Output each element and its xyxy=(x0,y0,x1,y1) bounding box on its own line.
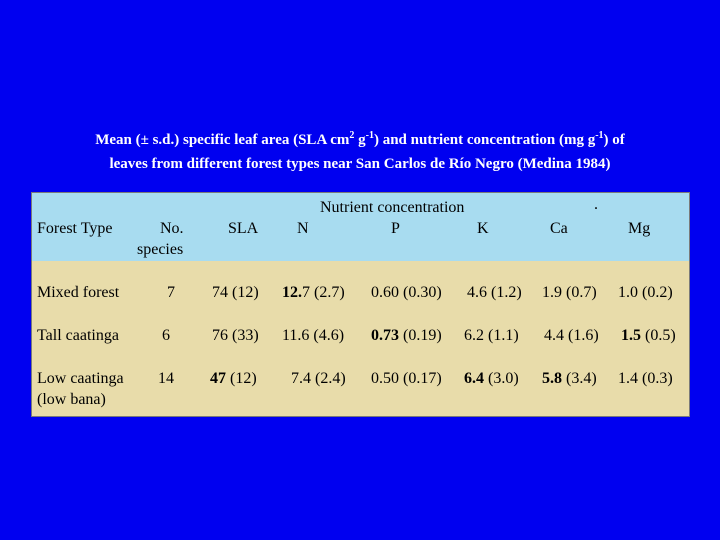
header-sla: SLA xyxy=(228,220,259,237)
row-forest-type: Tall caatinga xyxy=(37,327,119,344)
row-p: 0.73 (0.19) xyxy=(371,327,442,345)
header-k: K xyxy=(477,220,489,237)
header-dot: . xyxy=(594,196,598,213)
caption-text: g xyxy=(354,132,366,148)
table-header: Forest Type No. species SLA Nutrient con… xyxy=(32,193,689,261)
row-k: 6.2 (1.1) xyxy=(464,327,519,344)
row-n: 12.7 (2.7) xyxy=(282,284,345,302)
row-ca: 5.8 (3.4) xyxy=(542,370,597,388)
row-ca: 1.9 (0.7) xyxy=(542,284,597,301)
caption-text: Mean (± s.d.) specific leaf area (SLA cm xyxy=(95,132,350,148)
row-sla-rest: (12) xyxy=(226,370,257,387)
row-p: 0.50 (0.17) xyxy=(371,370,442,387)
header-ca: Ca xyxy=(550,220,568,237)
caption-superscript: -1 xyxy=(595,130,604,141)
row-ca-bold: 5.8 xyxy=(542,370,562,387)
row-n-bold: 12. xyxy=(282,284,302,301)
caption-text: ) and nutrient concentration (mg g xyxy=(373,132,596,148)
row-n: 7.4 (2.4) xyxy=(291,370,346,387)
row-p-rest: (0.19) xyxy=(399,327,442,344)
row-p-bold: 0.73 xyxy=(371,327,399,344)
caption-text: ) of xyxy=(603,132,625,148)
row-mg-bold: 1.5 xyxy=(621,327,641,344)
row-mg: 1.5 (0.5) xyxy=(621,327,676,345)
header-forest-type: Forest Type xyxy=(37,220,113,237)
header-p: P xyxy=(391,220,400,237)
table-body: Mixed forest 7 74 (12) 12.7 (2.7) 0.60 (… xyxy=(32,261,689,416)
header-species: species xyxy=(137,241,184,258)
table-caption: Mean (± s.d.) specific leaf area (SLA cm… xyxy=(20,128,700,176)
caption-superscript: 2 xyxy=(349,130,355,141)
header-no: No. xyxy=(160,220,184,237)
data-table: Forest Type No. species SLA Nutrient con… xyxy=(31,192,690,417)
caption-line-1: Mean (± s.d.) specific leaf area (SLA cm… xyxy=(20,128,700,152)
row-forest-type: Low caatinga xyxy=(37,370,124,387)
header-nutrient-concentration: Nutrient concentration xyxy=(320,199,465,216)
row-forest-type: Mixed forest xyxy=(37,284,120,301)
row-p: 0.60 (0.30) xyxy=(371,284,442,301)
row-k: 4.6 (1.2) xyxy=(467,284,522,301)
header-n: N xyxy=(297,220,309,237)
header-mg: Mg xyxy=(628,220,651,237)
row-k-rest: (3.0) xyxy=(484,370,519,387)
row-n-rest: 7 (2.7) xyxy=(302,284,345,301)
row-sla-bold: 47 xyxy=(210,370,226,387)
row-k-bold: 6.4 xyxy=(464,370,484,387)
row-k: 6.4 (3.0) xyxy=(464,370,519,388)
row-ca-rest: (3.4) xyxy=(562,370,597,387)
caption-line-2: leaves from different forest types near … xyxy=(109,156,611,172)
row-sla: 47 (12) xyxy=(210,370,257,388)
row-sla: 74 (12) xyxy=(212,284,259,301)
row-n: 11.6 (4.6) xyxy=(282,327,345,344)
row-sla: 76 (33) xyxy=(212,327,259,344)
row-mg: 1.4 (0.3) xyxy=(618,370,673,387)
row-forest-type-sub: (low bana) xyxy=(37,391,106,408)
row-ca: 4.4 (1.6) xyxy=(544,327,599,344)
row-mg: 1.0 (0.2) xyxy=(618,284,673,301)
row-mg-rest: (0.5) xyxy=(641,327,676,344)
row-species-count: 14 xyxy=(158,370,174,387)
caption-superscript: -1 xyxy=(365,130,374,141)
row-species-count: 7 xyxy=(167,284,175,301)
row-species-count: 6 xyxy=(162,327,170,344)
